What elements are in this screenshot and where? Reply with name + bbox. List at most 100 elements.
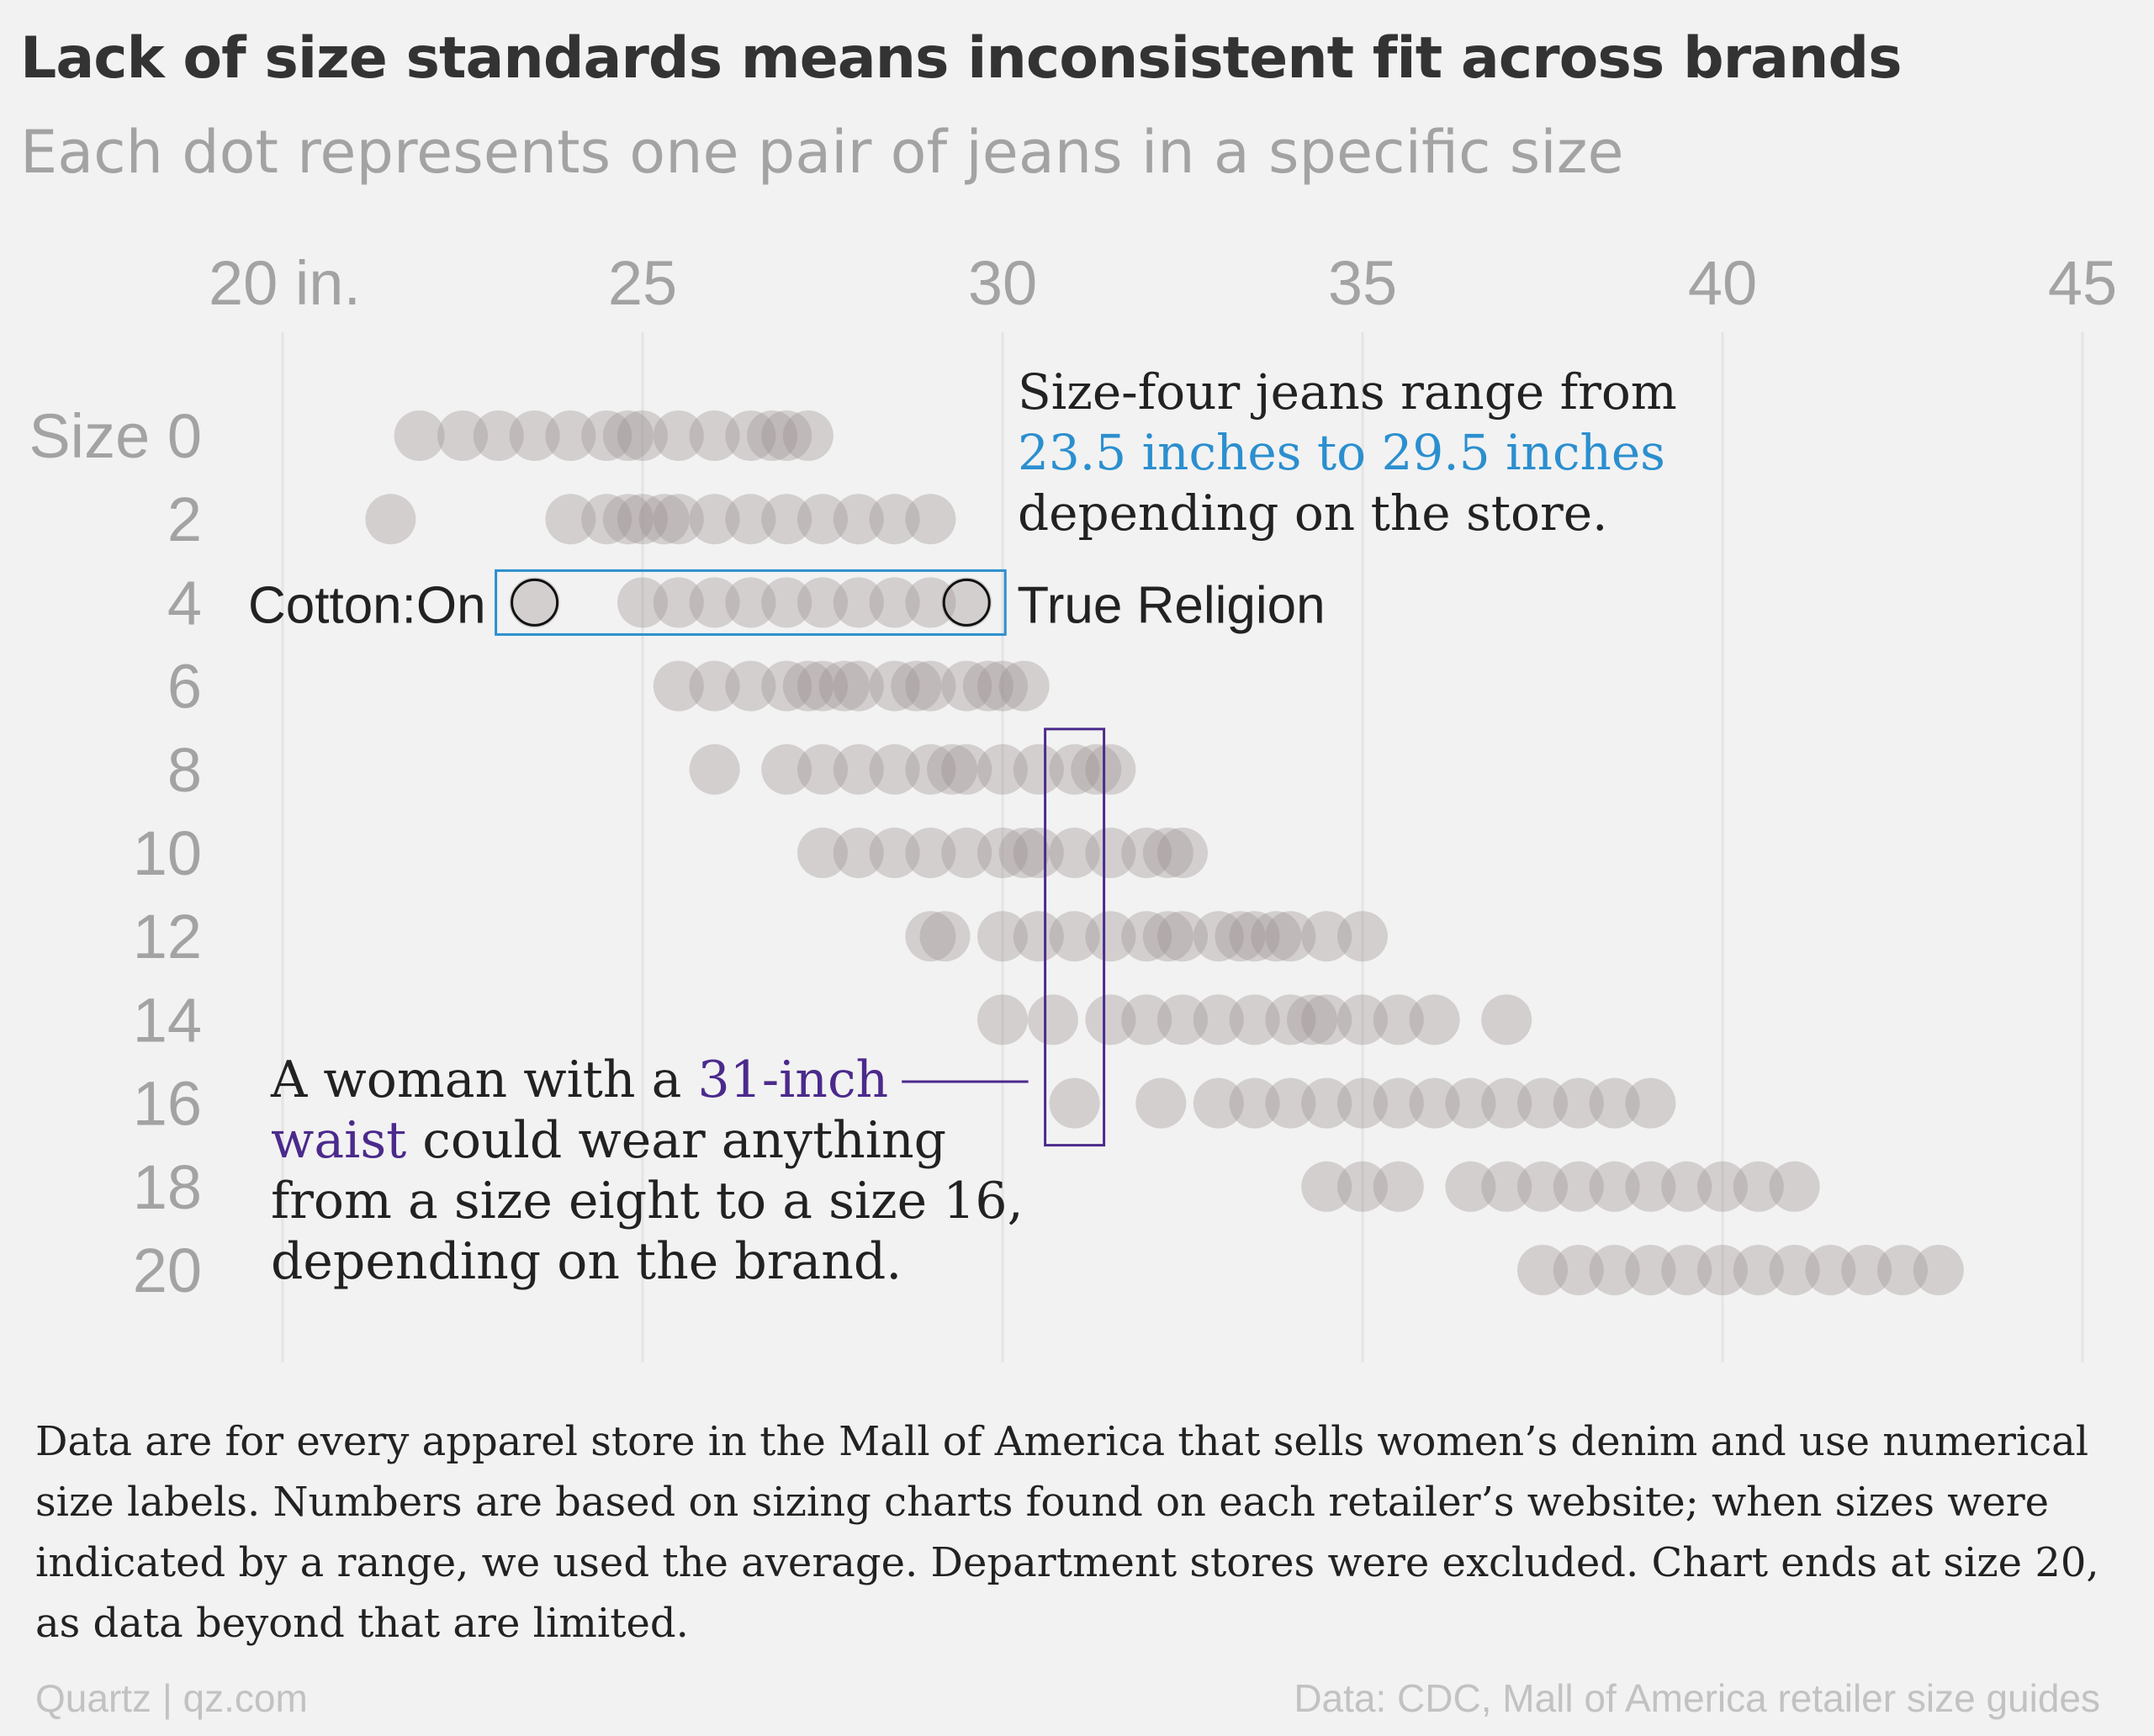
data-dot (782, 660, 834, 712)
waist-31-annotation-line2: waist could wear anything (271, 1111, 946, 1170)
data-dot (1625, 1161, 1676, 1212)
data-dot (1157, 828, 1208, 878)
data-dot (1769, 1161, 1820, 1212)
data-dot (725, 660, 776, 712)
data-dot (725, 494, 776, 545)
data-dot (581, 494, 632, 545)
data-dot (1135, 1077, 1187, 1129)
data-dot (905, 828, 956, 878)
y-axis-label: Size 0 (29, 401, 202, 471)
data-dot (1373, 1077, 1424, 1129)
data-dot (818, 660, 870, 712)
data-dot (1049, 1077, 1100, 1129)
credit: Quartz | qz.com (35, 1676, 308, 1720)
source-note: Data: CDC, Mall of America retailer size… (1294, 1676, 2100, 1720)
x-tick-label: 40 (1688, 248, 1757, 318)
data-dot (1445, 1161, 1496, 1212)
data-dot (617, 410, 668, 461)
data-dot (869, 828, 920, 878)
y-axis-label: 12 (133, 902, 202, 971)
data-dot (977, 744, 1028, 795)
data-dot (962, 660, 1013, 712)
data-dot (1049, 828, 1100, 878)
data-dot (365, 494, 416, 545)
waist-31-highlight: 31-inch (697, 1051, 888, 1109)
data-dot (1157, 911, 1208, 962)
data-dot (1142, 828, 1193, 878)
data-dot (1229, 994, 1280, 1045)
x-tick-label: 25 (608, 248, 677, 318)
data-dot (1337, 1161, 1388, 1212)
x-axis-ticks: 20 in. 25 30 35 40 45 (209, 248, 2117, 318)
y-axis-labels: Size 0 2 4 6 8 10 12 14 16 18 20 (29, 401, 202, 1305)
chart-subtitle: Each dot represents one pair of jeans in… (20, 118, 1624, 187)
data-dot (1769, 1245, 1820, 1295)
data-dot (905, 494, 956, 545)
data-dot (545, 410, 596, 461)
waist-31-rest: could wear anything (406, 1111, 946, 1170)
data-dot (653, 577, 704, 628)
data-dot (797, 494, 848, 545)
data-dot (1121, 828, 1172, 878)
data-dot (941, 660, 992, 712)
data-dot (1337, 911, 1388, 962)
chart-title: Lack of size standards means inconsisten… (20, 25, 1903, 92)
waist-31-range-box (1044, 728, 1106, 1147)
data-dot (977, 828, 1028, 878)
data-dot (1877, 1245, 1928, 1295)
data-dot (977, 994, 1028, 1045)
data-dot (797, 828, 848, 878)
data-dot (1733, 1161, 1784, 1212)
data-dot (941, 577, 992, 628)
waist-31-annotation-line4: depending on the brand. (271, 1232, 902, 1291)
data-dot (1409, 994, 1460, 1045)
data-dot (394, 410, 445, 461)
data-dot (1589, 1245, 1640, 1295)
data-dot (869, 577, 920, 628)
data-dot (1445, 1077, 1496, 1129)
data-dot (1013, 744, 1064, 795)
gridlines (281, 332, 2084, 1363)
highlighted-point-label: True Religion (1017, 576, 1325, 634)
data-dot (1193, 911, 1244, 962)
data-dots (365, 410, 1964, 1295)
data-dot (617, 494, 668, 545)
data-dot (869, 744, 920, 795)
highlighted-dot (942, 578, 991, 627)
data-dot (998, 660, 1050, 712)
data-dot (905, 660, 956, 712)
data-dot (905, 577, 956, 628)
data-dot (833, 660, 884, 712)
data-dot (1589, 1077, 1640, 1129)
data-dot (653, 494, 704, 545)
data-dot (1301, 1161, 1352, 1212)
data-dot (1013, 828, 1064, 878)
data-dot (833, 577, 884, 628)
data-dot (1049, 744, 1100, 795)
x-tick-label: 35 (1328, 248, 1397, 318)
data-dot (1841, 1245, 1892, 1295)
data-dot (689, 660, 740, 712)
data-dot (1193, 1077, 1244, 1129)
data-dot (1142, 911, 1193, 962)
data-dot (1517, 1077, 1568, 1129)
data-dot (1049, 911, 1100, 962)
data-dot (1661, 1245, 1712, 1295)
y-axis-label: 2 (167, 484, 202, 554)
data-dot (509, 410, 560, 461)
data-dot (833, 744, 884, 795)
data-dot (919, 911, 971, 962)
highlighted-dot (511, 578, 559, 627)
data-dot (1481, 1077, 1532, 1129)
data-dot (747, 410, 798, 461)
data-dot (797, 577, 848, 628)
data-dot (1337, 1077, 1388, 1129)
data-dot (689, 744, 740, 795)
data-dot (1215, 911, 1266, 962)
highlighted-point-label: Cotton:On (248, 576, 486, 634)
y-axis-label: 8 (167, 735, 202, 805)
data-dot (1553, 1161, 1604, 1212)
data-dot (941, 744, 992, 795)
data-dot (725, 577, 776, 628)
size-four-annotation-line1: Size-four jeans range from (1018, 363, 1677, 421)
